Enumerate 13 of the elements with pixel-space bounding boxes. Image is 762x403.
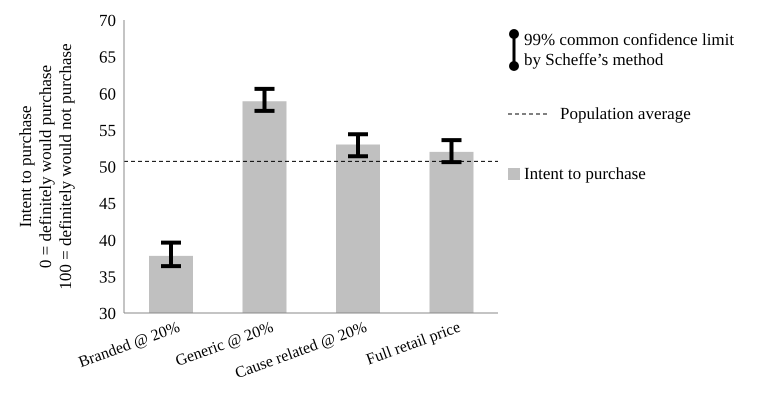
y-axis-title: Intent to purchase 0 = definitely would purchase 100 = definitely would not purchase (16, 43, 75, 290)
y-tick-label: 30 (99, 304, 116, 324)
legend-label: Intent to purchase (524, 164, 646, 184)
y-tick-label: 70 (99, 11, 116, 30)
y-tick-label: 50 (99, 158, 116, 177)
y-tick-label: 45 (99, 194, 116, 214)
y-tick-label: 60 (99, 84, 116, 104)
y-tick-label: 65 (99, 48, 116, 67)
text: 99% common confidence limit by Scheffe’s method (524, 30, 736, 70)
y-tick-label: 35 (99, 267, 116, 286)
legend-label: Population average (560, 104, 691, 124)
y-tick-label: 40 (99, 230, 116, 250)
y-tick-label: 55 (99, 120, 116, 140)
